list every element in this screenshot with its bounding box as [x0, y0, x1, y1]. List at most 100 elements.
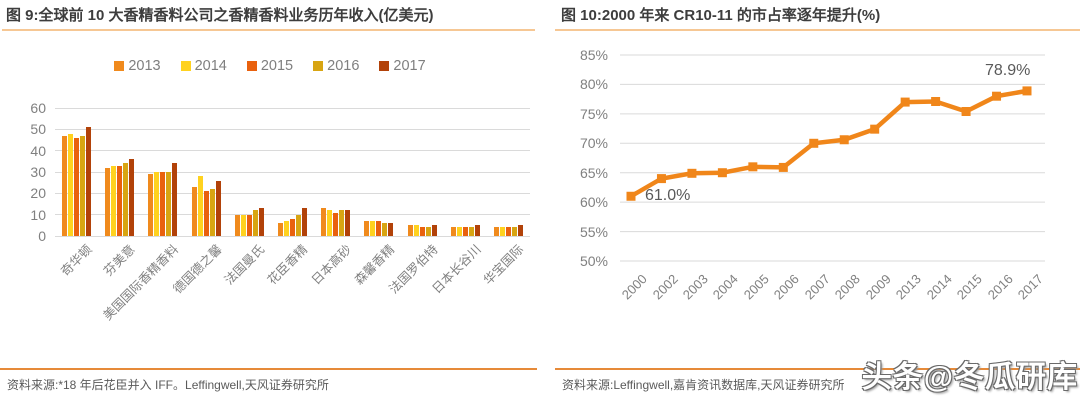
- data-point-marker-2005: [748, 162, 758, 172]
- bar-花臣香精-2014: [284, 221, 289, 236]
- y-axis-tick: 85%: [579, 47, 608, 63]
- legend-label: 2016: [327, 58, 360, 74]
- bar-森馨香精-2016: [382, 223, 388, 236]
- y-axis-tick: 65%: [579, 164, 608, 181]
- bar-芬美意-2013: [105, 167, 111, 236]
- bar-日本高砂-2015: [333, 212, 339, 236]
- y-axis-tick: 55%: [579, 223, 608, 240]
- bar-德国德之馨-2013: [191, 186, 197, 236]
- gridline: [55, 214, 530, 216]
- figure-9-title-rule: [2, 29, 535, 31]
- x-axis-label: 2006: [771, 271, 803, 303]
- bar-奇华顿-2013: [62, 135, 68, 236]
- x-axis-label: 2005: [740, 271, 772, 303]
- legend-swatch-icon: [114, 61, 125, 71]
- y-axis-tick: 60: [30, 100, 46, 116]
- bar-花臣香精-2016: [296, 214, 301, 236]
- bar-日本高砂-2013: [321, 208, 327, 236]
- bar-华宝国际-2015: [505, 227, 511, 236]
- legend-item-2015: 2015: [246, 58, 293, 74]
- x-axis-label: 奇华顿: [58, 242, 95, 279]
- bar-森馨香精-2015: [376, 221, 382, 236]
- bar-德国德之馨-2015: [203, 191, 209, 236]
- x-axis-label: 日本高砂: [308, 242, 354, 288]
- bar-奇华顿-2015: [74, 137, 80, 236]
- gridline: [55, 192, 530, 194]
- x-axis-label: 法国曼氏: [222, 242, 268, 288]
- bar-法国罗伯特-2016: [425, 227, 431, 236]
- x-axis-label: 2017: [1014, 271, 1046, 303]
- bar-花臣香精-2015: [290, 218, 295, 236]
- bar-奇华顿-2014: [68, 133, 74, 236]
- data-point-marker-2008: [839, 135, 849, 145]
- bar-日本高砂-2016: [339, 210, 345, 236]
- bar-日本长谷川-2013: [450, 227, 456, 236]
- gridline: [55, 235, 530, 237]
- line-chart-canvas: [620, 54, 1045, 262]
- x-axis-label: 2014: [923, 271, 955, 303]
- bar-美国国际香精香料-2015: [160, 172, 166, 236]
- legend-swatch-icon: [379, 61, 390, 71]
- bar-德国德之馨-2016: [209, 189, 215, 236]
- y-axis-tick: 60%: [579, 194, 608, 211]
- bar-华宝国际-2016: [511, 227, 517, 236]
- y-axis-tick: 10: [30, 206, 46, 223]
- y-axis-tick: 20: [30, 185, 46, 202]
- legend-label: 2013: [128, 58, 161, 74]
- y-axis-tick: 70%: [579, 135, 608, 152]
- bar-森馨香精-2013: [364, 221, 370, 236]
- data-point-marker-2017: [1022, 86, 1032, 96]
- bar-森馨香精-2014: [370, 221, 376, 236]
- x-axis-label: 华宝国际: [481, 242, 527, 288]
- y-axis-tick: 80%: [579, 76, 608, 93]
- bar-花臣香精-2017: [302, 208, 307, 236]
- bar-华宝国际-2013: [493, 227, 499, 236]
- legend-label: 2017: [393, 58, 426, 74]
- figure-9-source-rule: [0, 368, 537, 370]
- bar-奇华顿-2017: [86, 127, 92, 236]
- data-point-marker-2007: [809, 138, 819, 148]
- figure-9-source: 资料来源:*18 年后花臣并入 IFF。Leffingwell,天风证券研究所: [7, 378, 329, 392]
- bar-美国国际香精香料-2014: [154, 172, 160, 236]
- x-axis-label: 2003: [679, 271, 711, 303]
- y-axis-tick: 0: [38, 228, 46, 244]
- bar-日本高砂-2017: [345, 210, 351, 236]
- figure-9-legend: 2013 2014 2015 2016 2017: [0, 58, 540, 74]
- x-axis-label: 2013: [892, 271, 925, 303]
- figure-9-bar-plot: [55, 107, 530, 237]
- gridline: [55, 171, 530, 173]
- data-point-marker-2015: [961, 107, 971, 117]
- bar-花臣香精-2013: [278, 223, 283, 236]
- data-point-marker-2002: [656, 174, 666, 184]
- gridline: [55, 107, 530, 109]
- figure-10-source: 资料来源:Leffingwell,嘉肯资讯数据库,天风证券研究所: [562, 378, 845, 392]
- x-axis-label: 2008: [832, 271, 864, 303]
- legend-swatch-icon: [313, 61, 324, 71]
- x-axis-label: 2009: [862, 271, 894, 303]
- bar-法国罗伯特-2013: [407, 225, 413, 236]
- bar-日本高砂-2014: [327, 210, 333, 236]
- bar-芬美意-2016: [123, 163, 129, 236]
- bar-法国罗伯特-2015: [419, 227, 425, 236]
- legend-item-2013: 2013: [114, 58, 161, 74]
- bar-法国罗伯特-2014: [413, 225, 419, 236]
- figure-10-line-plot: [620, 50, 1045, 266]
- legend-item-2017: 2017: [379, 58, 426, 74]
- gridline: [55, 128, 530, 130]
- legend-swatch-icon: [180, 61, 191, 71]
- bar-奇华顿-2016: [80, 135, 86, 236]
- bar-美国国际香精香料-2017: [172, 163, 178, 236]
- y-axis-tick: 75%: [579, 105, 608, 122]
- data-point-marker-2003: [687, 168, 697, 178]
- bar-日本长谷川-2017: [474, 225, 480, 236]
- bar-森馨香精-2017: [388, 223, 394, 236]
- bar-美国国际香精香料-2013: [148, 174, 154, 236]
- legend-swatch-icon: [246, 61, 257, 71]
- x-axis-label: 芬美意: [101, 242, 138, 279]
- data-point-marker-2004: [717, 168, 727, 178]
- figure-10-title: 图 10:2000 年来 CR10-11 的市占率逐年提升(%): [561, 7, 881, 24]
- x-axis-label: 花臣香精: [265, 242, 311, 288]
- x-axis-label: 2000: [618, 271, 650, 303]
- toutiao-watermark: 头条@冬瓜研库: [861, 361, 1078, 394]
